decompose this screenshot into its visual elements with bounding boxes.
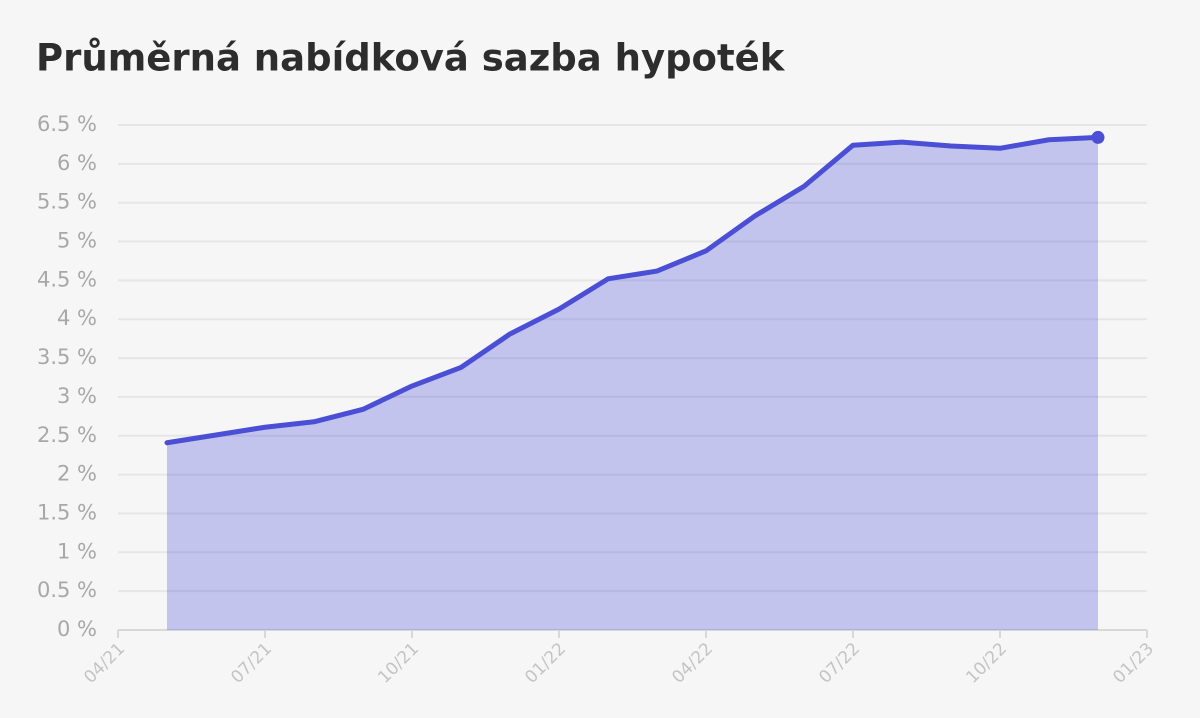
- y-tick-label: 4 %: [57, 306, 97, 330]
- y-tick-label: 6 %: [57, 151, 97, 175]
- y-tick-label: 3 %: [57, 384, 97, 408]
- y-tick-label: 5.5 %: [37, 190, 97, 214]
- line: [164, 134, 1101, 446]
- y-tick-label: 6.5 %: [37, 112, 97, 136]
- y-tick-label: 5 %: [57, 229, 97, 253]
- y-tick-label: 0 %: [57, 617, 97, 641]
- y-tick-label: 1 %: [57, 539, 97, 563]
- end-point: [1091, 130, 1105, 144]
- y-tick-label: 0.5 %: [37, 578, 97, 602]
- y-tick-label: 1.5 %: [37, 500, 97, 524]
- chart-title: Průměrná nabídková sazba hypoték: [36, 37, 786, 80]
- y-tick-label: 3.5 %: [37, 345, 97, 369]
- area: [167, 137, 1098, 630]
- y-tick-label: 4.5 %: [37, 267, 97, 291]
- y-tick-label: 2 %: [57, 462, 97, 486]
- y-tick-label: 2.5 %: [37, 423, 97, 447]
